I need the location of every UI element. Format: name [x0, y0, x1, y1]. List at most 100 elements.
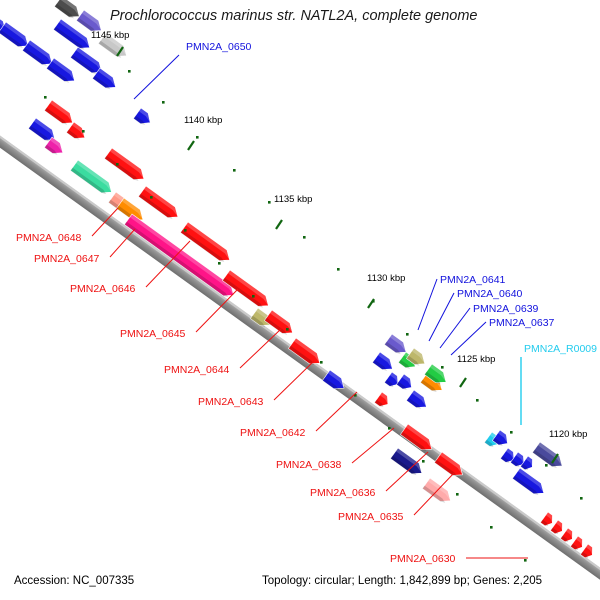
page-title: Prochlorococcus marinus str. NATL2A, com…	[110, 8, 477, 24]
label-leader-line	[351, 427, 395, 464]
gene-feature[interactable]	[124, 213, 237, 301]
gene-feature[interactable]	[532, 441, 566, 471]
minor-tick-mark	[252, 295, 255, 298]
minor-tick-mark	[545, 464, 548, 467]
gene-feature[interactable]	[406, 389, 430, 412]
gene-feature[interactable]	[138, 185, 181, 222]
gene-feature[interactable]	[510, 451, 527, 470]
gene-label[interactable]: PMN2A_0644	[164, 364, 230, 376]
minor-tick-mark	[476, 399, 479, 402]
gene-label[interactable]: PMN2A_0638	[276, 459, 342, 471]
gene-feature[interactable]	[424, 363, 449, 387]
minor-tick-mark	[303, 236, 306, 239]
minor-tick-mark	[128, 70, 131, 73]
gene-feature[interactable]	[580, 543, 596, 560]
gene-feature[interactable]	[560, 527, 576, 544]
gene-feature[interactable]	[390, 447, 425, 478]
gene-label[interactable]: PMN2A_0639	[473, 303, 539, 315]
gene-label[interactable]: PMN2A_0647	[34, 253, 100, 265]
gene-feature[interactable]	[492, 429, 511, 449]
minor-tick-mark	[320, 361, 323, 364]
gene-feature[interactable]	[104, 147, 147, 184]
label-leader-line	[417, 278, 438, 331]
gene-feature[interactable]	[434, 451, 466, 480]
gene-feature[interactable]	[22, 39, 56, 69]
minor-tick-mark	[286, 328, 289, 331]
label-leader-line	[239, 327, 283, 369]
gene-feature[interactable]	[264, 309, 296, 338]
ruler-tick-mark	[551, 453, 559, 464]
minor-tick-mark	[422, 460, 425, 463]
gene-feature[interactable]	[322, 369, 347, 393]
label-leader-line	[91, 207, 119, 237]
ruler-tick-mark	[275, 219, 283, 230]
gene-feature[interactable]	[396, 373, 415, 393]
ruler-tick-label: 1145 kbp	[91, 30, 129, 41]
gene-feature[interactable]	[570, 535, 586, 552]
gene-feature[interactable]	[92, 67, 119, 93]
gene-feature[interactable]	[133, 107, 154, 128]
minor-tick-mark	[456, 493, 459, 496]
minor-tick-mark	[524, 559, 527, 562]
gene-label-layer[interactable]: PMN2A_0650 PMN2A_0648 PMN2A_0647 PMN2A_0646…	[16, 41, 597, 565]
gene-label[interactable]: PMN2A_0643	[198, 396, 264, 408]
gene-feature[interactable]	[500, 447, 517, 466]
gene-label[interactable]: PMN2A_0630	[390, 553, 456, 565]
gene-feature[interactable]	[384, 371, 401, 390]
gene-feature[interactable]	[76, 9, 105, 36]
label-leader-line	[145, 240, 191, 288]
gene-feature[interactable]	[44, 99, 76, 128]
gene-label[interactable]: PMN2A_0637	[489, 317, 555, 329]
gene-label[interactable]: PMN2A_0641	[440, 274, 506, 286]
gene-label[interactable]: PMN2A_0650	[186, 41, 252, 53]
gene-feature[interactable]	[540, 511, 556, 528]
gene-label[interactable]: PMN2A_0640	[457, 288, 523, 300]
minor-tick-mark	[150, 196, 153, 199]
minor-tick-mark	[388, 427, 391, 430]
gene-label[interactable]: PMN2A_R0009	[524, 343, 597, 355]
label-leader-line	[109, 228, 136, 258]
ruler-tick-label: 1130 kbp	[367, 273, 405, 284]
gene-feature[interactable]	[288, 337, 323, 368]
gene-feature-layer[interactable]	[0, 0, 596, 560]
gene-feature[interactable]	[512, 467, 547, 498]
minor-tick-mark	[580, 497, 583, 500]
gene-feature[interactable]	[400, 423, 435, 454]
minor-tick-mark	[82, 130, 85, 133]
label-leader-line	[195, 288, 239, 333]
label-leader-line	[315, 391, 358, 432]
gene-feature[interactable]	[53, 18, 93, 53]
gene-label[interactable]: PMN2A_0648	[16, 232, 82, 244]
minor-tick-layer	[44, 70, 583, 562]
gene-feature[interactable]	[28, 117, 58, 145]
gene-feature[interactable]	[44, 136, 66, 158]
label-leader-line	[385, 451, 429, 492]
gene-feature[interactable]	[54, 0, 83, 22]
gene-label[interactable]: PMN2A_0646	[70, 283, 136, 295]
gene-feature[interactable]	[180, 221, 233, 265]
gene-feature[interactable]	[70, 159, 115, 197]
gene-feature[interactable]	[372, 351, 396, 374]
minor-tick-mark	[268, 201, 271, 204]
minor-tick-mark	[406, 333, 409, 336]
ruler-tick-mark	[116, 46, 124, 57]
label-leader-line	[450, 321, 487, 356]
gene-feature[interactable]	[520, 455, 536, 472]
gene-feature[interactable]	[374, 391, 391, 410]
gene-label[interactable]: PMN2A_0635	[338, 511, 404, 523]
gene-feature[interactable]	[384, 333, 409, 357]
gene-feature[interactable]	[0, 21, 32, 51]
gene-feature[interactable]	[222, 269, 272, 311]
ruler-tick-label: 1135 kbp	[274, 194, 312, 205]
gene-feature[interactable]	[46, 57, 78, 86]
gene-feature[interactable]	[66, 121, 88, 143]
minor-tick-mark	[510, 431, 513, 434]
gene-label[interactable]: PMN2A_0645	[120, 328, 186, 340]
gene-label[interactable]: PMN2A_0636	[310, 487, 376, 499]
gene-feature[interactable]	[550, 519, 566, 536]
gene-feature[interactable]	[406, 347, 428, 369]
label-leader-line	[133, 54, 180, 100]
gene-label[interactable]: PMN2A_0642	[240, 427, 306, 439]
